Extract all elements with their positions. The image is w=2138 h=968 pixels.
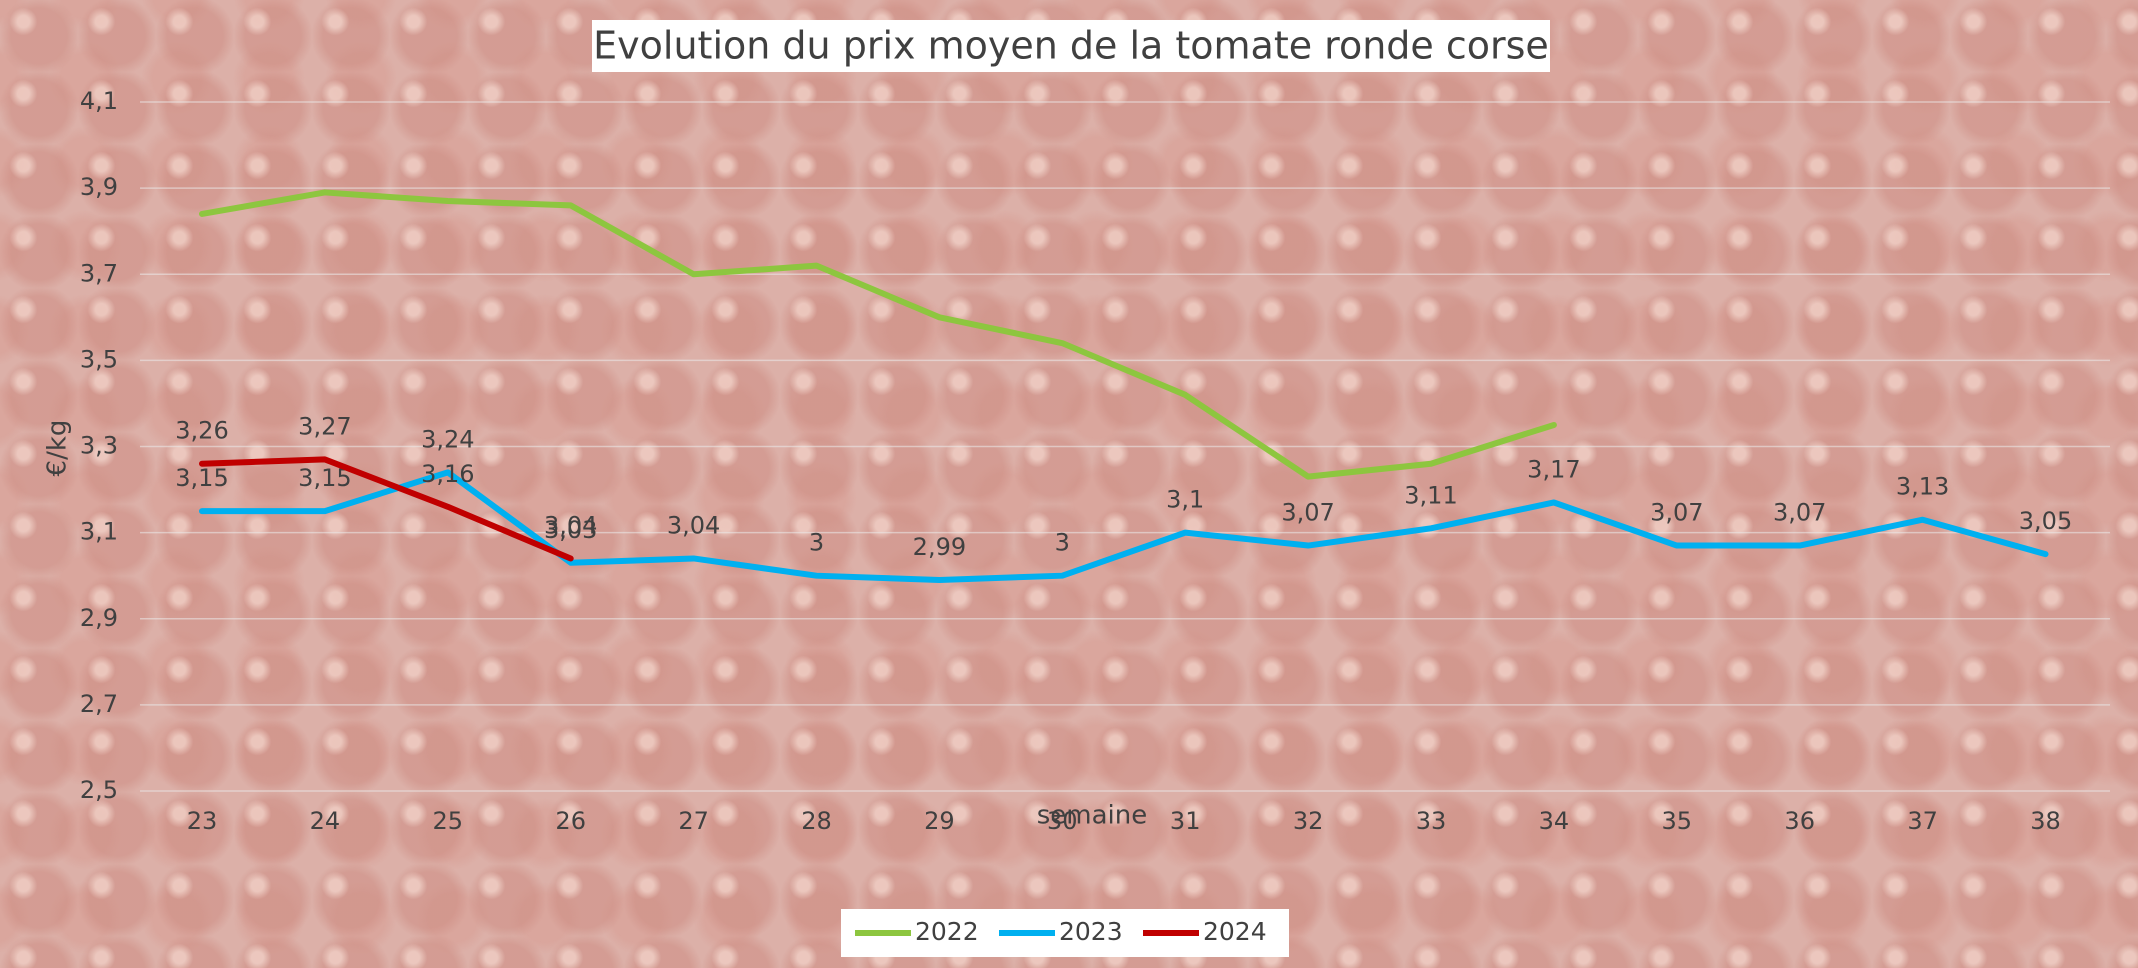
data-label: 3,07 xyxy=(1650,499,1703,527)
y-axis-label: €/kg xyxy=(43,420,73,477)
y-tick-label: 3,5 xyxy=(80,345,118,373)
x-tick-label: 25 xyxy=(433,807,464,835)
x-tick-label: 28 xyxy=(801,807,832,835)
x-tick-label: 23 xyxy=(187,807,218,835)
data-label: 3,1 xyxy=(1166,486,1204,514)
page: {"chart_data": {"type": "line", "title":… xyxy=(0,0,2138,968)
data-label: 3,26 xyxy=(175,417,228,445)
data-label: 3,11 xyxy=(1404,481,1457,509)
x-tick-label: 26 xyxy=(555,807,586,835)
x-tick-label: 36 xyxy=(1784,807,1815,835)
data-label: 2,99 xyxy=(913,533,966,561)
y-tick-label: 3,3 xyxy=(80,432,118,460)
x-tick-label: 30 xyxy=(1047,807,1078,835)
line xyxy=(202,192,1554,476)
legend-label: 2022 xyxy=(915,917,979,946)
x-tick-label: 35 xyxy=(1662,807,1693,835)
data-label: 3,04 xyxy=(667,511,720,539)
data-label: 3,16 xyxy=(421,460,474,488)
line xyxy=(202,472,2046,580)
data-label: 3,07 xyxy=(1773,499,1826,527)
x-tick-label: 27 xyxy=(678,807,709,835)
legend-label: 2023 xyxy=(1059,917,1123,946)
y-tick-label: 2,5 xyxy=(80,776,118,804)
data-label: 3 xyxy=(809,529,824,557)
data-label: 3,17 xyxy=(1527,455,1580,483)
y-tick-label: 3,9 xyxy=(80,173,118,201)
y-tick-label: 2,9 xyxy=(80,604,118,632)
data-label: 3,13 xyxy=(1896,473,1949,501)
data-label: 3,24 xyxy=(421,425,474,453)
x-tick-label: 32 xyxy=(1293,807,1324,835)
x-tick-label: 24 xyxy=(310,807,341,835)
y-tick-label: 3,1 xyxy=(80,518,118,546)
x-tick-label: 37 xyxy=(1907,807,1938,835)
x-tick-label: 33 xyxy=(1416,807,1447,835)
x-tick-label: 34 xyxy=(1539,807,1570,835)
chart-title: Evolution du prix moyen de la tomate ron… xyxy=(593,24,1549,68)
chart: Evolution du prix moyen de la tomate ron… xyxy=(0,0,2138,968)
data-label: 3,05 xyxy=(2019,507,2072,535)
data-label: 3,04 xyxy=(544,511,597,539)
x-tick-label: 29 xyxy=(924,807,955,835)
data-label: 3,15 xyxy=(175,464,228,492)
data-label: 3,07 xyxy=(1281,499,1334,527)
y-tick-label: 2,7 xyxy=(80,690,118,718)
data-label: 3,27 xyxy=(298,412,351,440)
x-tick-label: 38 xyxy=(2030,807,2061,835)
legend-label: 2024 xyxy=(1203,917,1267,946)
x-tick-label: 31 xyxy=(1170,807,1201,835)
y-tick-label: 4,1 xyxy=(80,87,118,115)
y-tick-label: 3,7 xyxy=(80,259,118,287)
data-label: 3 xyxy=(1055,529,1070,557)
